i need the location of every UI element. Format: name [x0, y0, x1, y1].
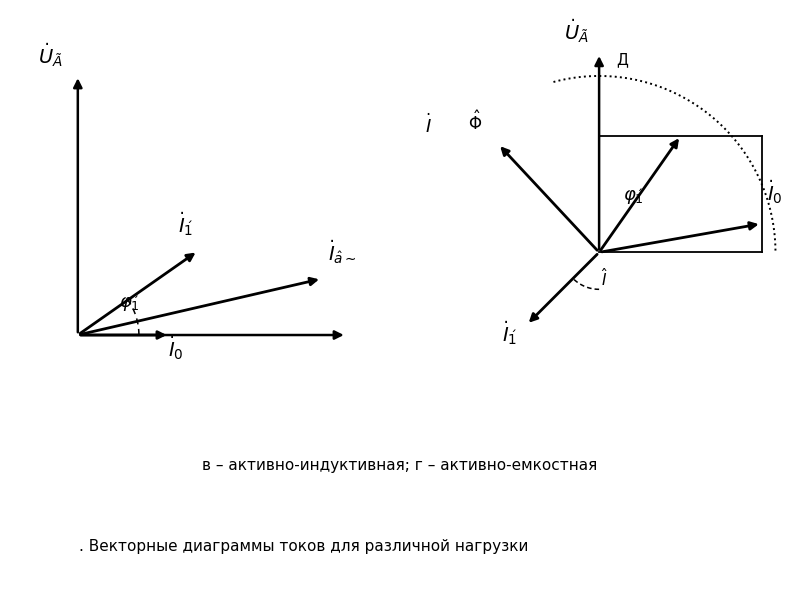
Text: $\dot{I}_{0}$: $\dot{I}_{0}$	[767, 178, 783, 206]
Text: $\dot{I}_{\acute{1}}$: $\dot{I}_{\acute{1}}$	[178, 210, 194, 238]
Text: $\dot{I}_{\acute{1}}$: $\dot{I}_{\acute{1}}$	[502, 319, 518, 347]
Text: $\dot{I}$: $\dot{I}$	[425, 113, 432, 137]
Text: $\varphi_{\acute{1}}$: $\varphi_{\acute{1}}$	[119, 295, 140, 314]
Text: . Векторные диаграммы токов для различной нагрузки: . Векторные диаграммы токов для различно…	[79, 539, 529, 554]
Text: $\dot{I}_{\hat{a}\sim}$: $\dot{I}_{\hat{a}\sim}$	[328, 238, 357, 266]
Text: $\hat{\Phi}$: $\hat{\Phi}$	[469, 110, 482, 134]
Text: $\hat{I}$: $\hat{I}$	[602, 268, 608, 289]
Text: в – активно-индуктивная; г – активно-емкостная: в – активно-индуктивная; г – активно-емк…	[202, 458, 598, 473]
Text: $\dot{U}_{\tilde{A}}$: $\dot{U}_{\tilde{A}}$	[564, 17, 589, 44]
Text: Д: Д	[616, 53, 628, 68]
Text: $\dot{U}_{\tilde{A}}$: $\dot{U}_{\tilde{A}}$	[38, 41, 62, 69]
Text: $\varphi_{\acute{1}}$: $\varphi_{\acute{1}}$	[623, 188, 644, 208]
Text: $\dot{I}_{0}$: $\dot{I}_{0}$	[168, 334, 183, 362]
